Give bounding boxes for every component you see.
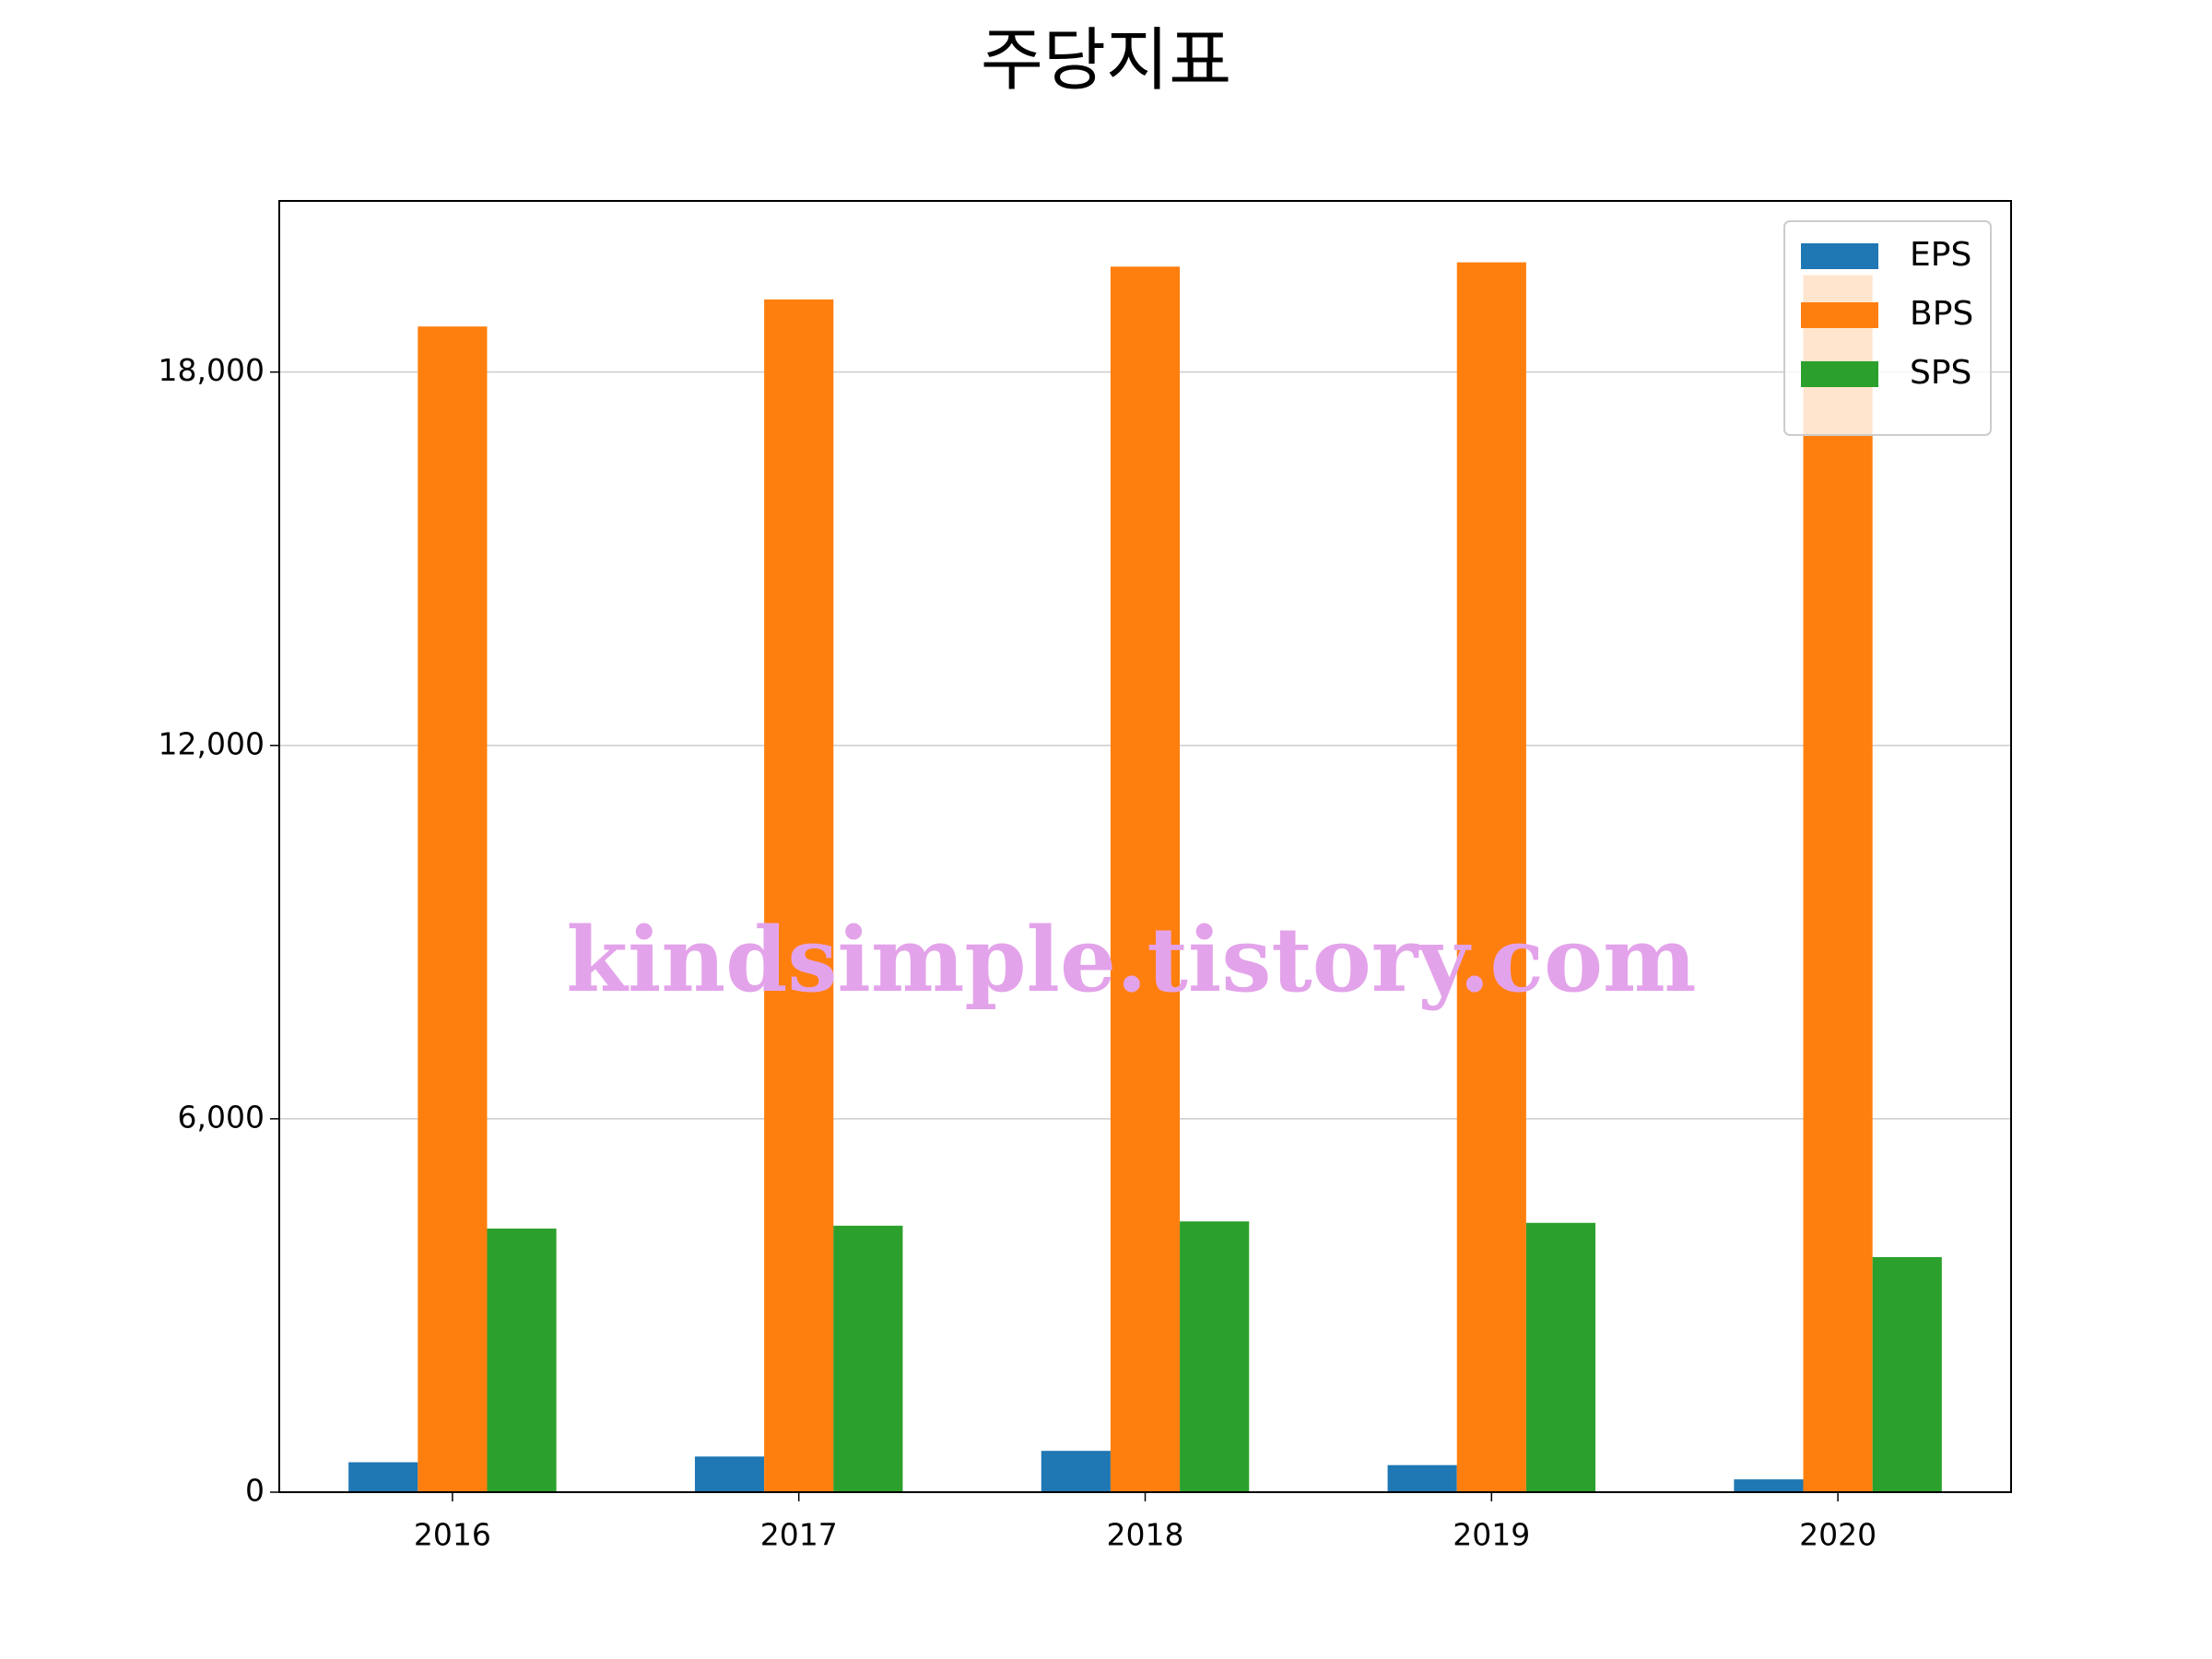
y-tick-label: 0 — [245, 1473, 265, 1509]
legend: EPS BPS SPS — [1783, 220, 1992, 436]
bar — [764, 299, 834, 1492]
legend-swatch — [1801, 302, 1878, 328]
bar — [1180, 1221, 1250, 1492]
bar — [1872, 1256, 1942, 1492]
bar — [694, 1456, 765, 1492]
bar — [1525, 1222, 1596, 1492]
x-tick-label: 2018 — [1107, 1517, 1184, 1553]
bar — [1110, 266, 1181, 1492]
legend-swatch — [1801, 243, 1878, 269]
chart-title: 주당지표 — [981, 21, 1231, 100]
bar — [418, 326, 488, 1492]
bar — [1041, 1451, 1111, 1492]
bar — [487, 1228, 557, 1492]
y-tick-label: 12,000 — [159, 725, 265, 761]
x-tick-label: 2020 — [1799, 1517, 1877, 1553]
y-tick-label: 6,000 — [178, 1099, 265, 1135]
legend-label: BPS — [1910, 295, 1973, 333]
legend-label: EPS — [1910, 236, 1971, 274]
bar — [1803, 275, 1873, 1492]
legend-label: SPS — [1910, 354, 1971, 392]
y-tick-label: 18,000 — [159, 352, 265, 388]
bar — [1456, 262, 1526, 1492]
plot-frame — [278, 200, 2012, 1493]
legend-swatch — [1801, 361, 1878, 387]
x-tick-label: 2016 — [414, 1517, 491, 1553]
x-tick-label: 2019 — [1453, 1517, 1530, 1553]
bar — [833, 1225, 903, 1492]
watermark: kindsimple.tistory.com — [566, 908, 1696, 1012]
bar — [1734, 1479, 1804, 1492]
x-tick-label: 2017 — [760, 1517, 838, 1553]
bar — [1387, 1465, 1457, 1492]
bar — [348, 1462, 418, 1492]
